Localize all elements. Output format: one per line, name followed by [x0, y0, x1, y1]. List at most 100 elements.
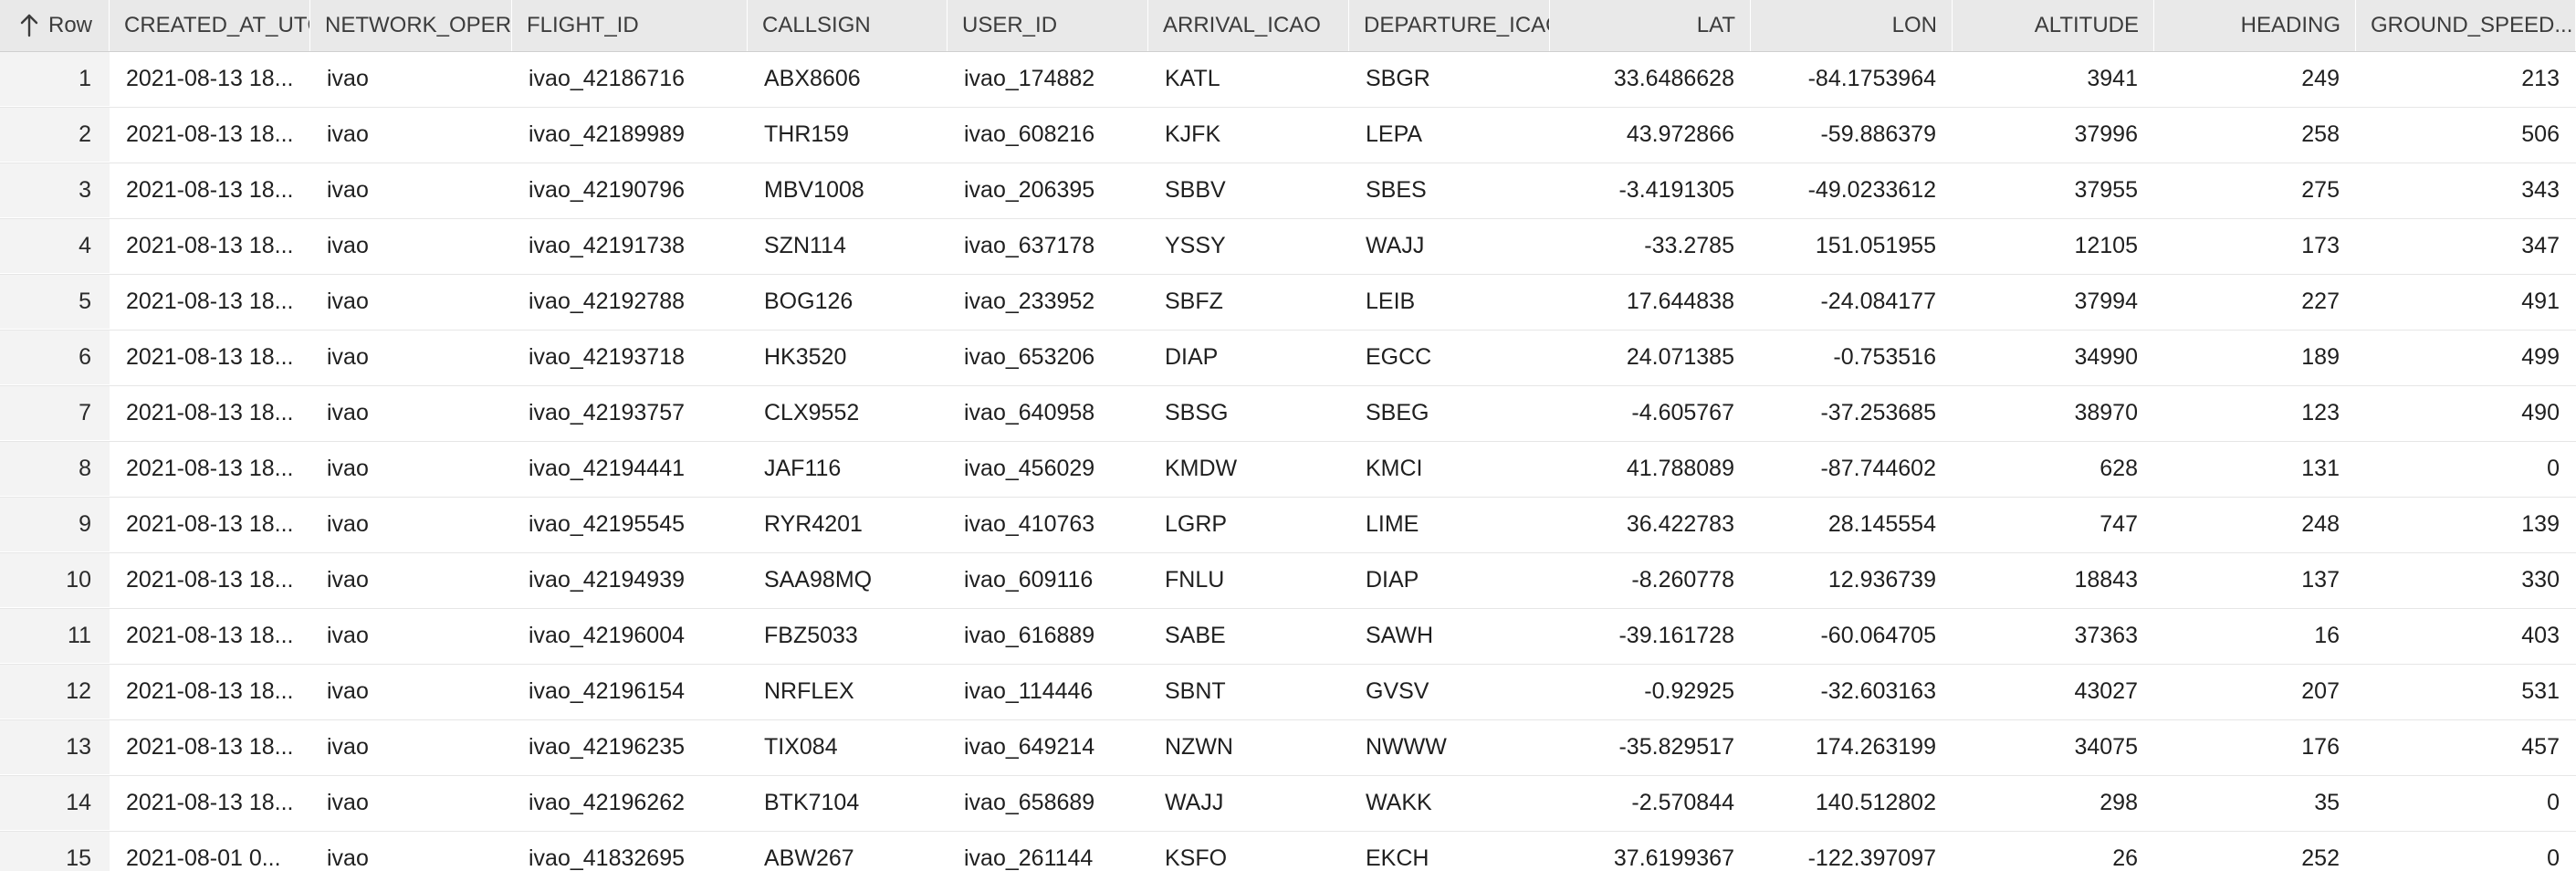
cell-user-id[interactable]: ivao_608216: [964, 121, 1095, 147]
column-header-departure-icao[interactable]: DEPARTURE_ICAO: [1349, 0, 1550, 51]
cell-heading[interactable]: 123: [2301, 400, 2340, 425]
cell-created-at-utc[interactable]: 2021-08-13 18...: [126, 66, 294, 91]
cell-departure-icao[interactable]: KMCI: [1366, 456, 1423, 481]
cell-departure-icao[interactable]: EKCH: [1366, 845, 1429, 871]
cell-lon[interactable]: -49.0233612: [1807, 177, 1936, 203]
cell-departure-icao[interactable]: SAWH: [1366, 623, 1434, 648]
cell-ground-speed[interactable]: 343: [2521, 177, 2560, 203]
cell-created-at-utc[interactable]: 2021-08-13 18...: [126, 456, 294, 481]
cell-heading[interactable]: 16: [2314, 623, 2340, 648]
cell-created-at-utc[interactable]: 2021-08-13 18...: [126, 678, 294, 704]
column-header-created-at-utc[interactable]: CREATED_AT_UTC: [110, 0, 310, 51]
cell-callsign[interactable]: SZN114: [764, 233, 846, 258]
cell-lat[interactable]: -35.829517: [1618, 734, 1734, 760]
cell-created-at-utc[interactable]: 2021-08-13 18...: [126, 511, 294, 537]
cell-flight-id[interactable]: ivao_42196004: [529, 623, 685, 648]
cell-lat[interactable]: 43.972866: [1626, 121, 1734, 147]
cell-altitude[interactable]: 298: [2100, 790, 2138, 815]
table-row[interactable]: 13 2021-08-13 18... ivao ivao_42196235 TIX08…: [0, 720, 2576, 776]
cell-network-operator[interactable]: ivao: [327, 344, 369, 370]
cell-network-operator[interactable]: ivao: [327, 567, 369, 593]
table-row[interactable]: 3 2021-08-13 18... ivao ivao_42190796 MBV100…: [0, 163, 2576, 219]
cell-created-at-utc[interactable]: 2021-08-13 18...: [126, 790, 294, 815]
cell-departure-icao[interactable]: LEIB: [1366, 289, 1416, 314]
cell-user-id[interactable]: ivao_261144: [964, 845, 1094, 871]
cell-altitude[interactable]: 747: [2100, 511, 2138, 537]
cell-lat[interactable]: -2.570844: [1631, 790, 1734, 815]
table-row[interactable]: 2 2021-08-13 18... ivao ivao_42189989 THR159…: [0, 108, 2576, 163]
cell-departure-icao[interactable]: NWWW: [1366, 734, 1447, 760]
cell-altitude[interactable]: 12105: [2074, 233, 2138, 258]
cell-arrival-icao[interactable]: SBBV: [1165, 177, 1226, 203]
cell-created-at-utc[interactable]: 2021-08-01 0...: [126, 845, 281, 871]
cell-ground-speed[interactable]: 531: [2521, 678, 2560, 704]
cell-network-operator[interactable]: ivao: [327, 845, 369, 871]
cell-lat[interactable]: -39.161728: [1618, 623, 1734, 648]
cell-user-id[interactable]: ivao_640958: [964, 400, 1095, 425]
column-header-lon[interactable]: LON: [1751, 0, 1953, 51]
cell-callsign[interactable]: SAA98MQ: [764, 567, 873, 593]
cell-created-at-utc[interactable]: 2021-08-13 18...: [126, 623, 294, 648]
cell-arrival-icao[interactable]: KJFK: [1165, 121, 1221, 147]
cell-flight-id[interactable]: ivao_42191738: [529, 233, 685, 258]
table-row[interactable]: 5 2021-08-13 18... ivao ivao_42192788 BOG126…: [0, 275, 2576, 331]
cell-network-operator[interactable]: ivao: [327, 121, 369, 147]
cell-callsign[interactable]: MBV1008: [764, 177, 864, 203]
cell-ground-speed[interactable]: 0: [2547, 790, 2560, 815]
cell-network-operator[interactable]: ivao: [327, 678, 369, 704]
cell-lon[interactable]: 28.145554: [1827, 511, 1936, 537]
row-column-header[interactable]: Row: [0, 0, 110, 51]
cell-lon[interactable]: 174.263199: [1815, 734, 1936, 760]
table-row[interactable]: 9 2021-08-13 18... ivao ivao_42195545 RYR420…: [0, 498, 2576, 553]
cell-ground-speed[interactable]: 457: [2521, 734, 2560, 760]
cell-altitude[interactable]: 18843: [2074, 567, 2138, 593]
cell-lon[interactable]: -122.397097: [1807, 845, 1936, 871]
cell-ground-speed[interactable]: 330: [2521, 567, 2560, 593]
cell-altitude[interactable]: 3941: [2087, 66, 2138, 91]
cell-ground-speed[interactable]: 347: [2521, 233, 2560, 258]
cell-user-id[interactable]: ivao_114446: [964, 678, 1094, 704]
cell-callsign[interactable]: JAF116: [764, 456, 842, 481]
cell-altitude[interactable]: 37996: [2074, 121, 2138, 147]
table-row[interactable]: 4 2021-08-13 18... ivao ivao_42191738 SZN114…: [0, 219, 2576, 275]
cell-lon[interactable]: -24.084177: [1820, 289, 1936, 314]
cell-ground-speed[interactable]: 490: [2521, 400, 2560, 425]
column-header-heading[interactable]: HEADING: [2154, 0, 2356, 51]
table-row[interactable]: 14 2021-08-13 18... ivao ivao_42196262 BTK71…: [0, 776, 2576, 832]
cell-arrival-icao[interactable]: SBNT: [1165, 678, 1226, 704]
table-row[interactable]: 6 2021-08-13 18... ivao ivao_42193718 HK3520…: [0, 331, 2576, 386]
cell-heading[interactable]: 248: [2301, 511, 2340, 537]
cell-callsign[interactable]: ABW267: [764, 845, 854, 871]
cell-altitude[interactable]: 37994: [2074, 289, 2138, 314]
cell-arrival-icao[interactable]: LGRP: [1165, 511, 1228, 537]
cell-network-operator[interactable]: ivao: [327, 456, 369, 481]
cell-altitude[interactable]: 37955: [2074, 177, 2138, 203]
cell-ground-speed[interactable]: 403: [2521, 623, 2560, 648]
cell-lon[interactable]: -59.886379: [1820, 121, 1936, 147]
cell-callsign[interactable]: HK3520: [764, 344, 847, 370]
cell-ground-speed[interactable]: 139: [2521, 511, 2560, 537]
cell-departure-icao[interactable]: LEPA: [1366, 121, 1423, 147]
table-row[interactable]: 15 2021-08-01 0... ivao ivao_41832695 ABW267…: [0, 832, 2576, 871]
cell-network-operator[interactable]: ivao: [327, 790, 369, 815]
cell-callsign[interactable]: THR159: [764, 121, 850, 147]
cell-departure-icao[interactable]: WAJJ: [1366, 233, 1425, 258]
cell-callsign[interactable]: ABX8606: [764, 66, 861, 91]
cell-callsign[interactable]: CLX9552: [764, 400, 860, 425]
cell-lat[interactable]: -33.2785: [1644, 233, 1734, 258]
cell-arrival-icao[interactable]: SBFZ: [1165, 289, 1223, 314]
cell-network-operator[interactable]: ivao: [327, 233, 369, 258]
cell-arrival-icao[interactable]: YSSY: [1165, 233, 1226, 258]
column-header-callsign[interactable]: CALLSIGN: [748, 0, 948, 51]
cell-heading[interactable]: 131: [2301, 456, 2340, 481]
cell-arrival-icao[interactable]: FNLU: [1165, 567, 1225, 593]
cell-callsign[interactable]: RYR4201: [764, 511, 863, 537]
cell-lon[interactable]: 140.512802: [1815, 790, 1936, 815]
cell-flight-id[interactable]: ivao_42194441: [529, 456, 685, 481]
cell-flight-id[interactable]: ivao_42196262: [529, 790, 685, 815]
cell-network-operator[interactable]: ivao: [327, 177, 369, 203]
cell-lat[interactable]: -8.260778: [1631, 567, 1734, 593]
cell-user-id[interactable]: ivao_649214: [964, 734, 1095, 760]
cell-departure-icao[interactable]: SBGR: [1366, 66, 1430, 91]
cell-created-at-utc[interactable]: 2021-08-13 18...: [126, 344, 294, 370]
